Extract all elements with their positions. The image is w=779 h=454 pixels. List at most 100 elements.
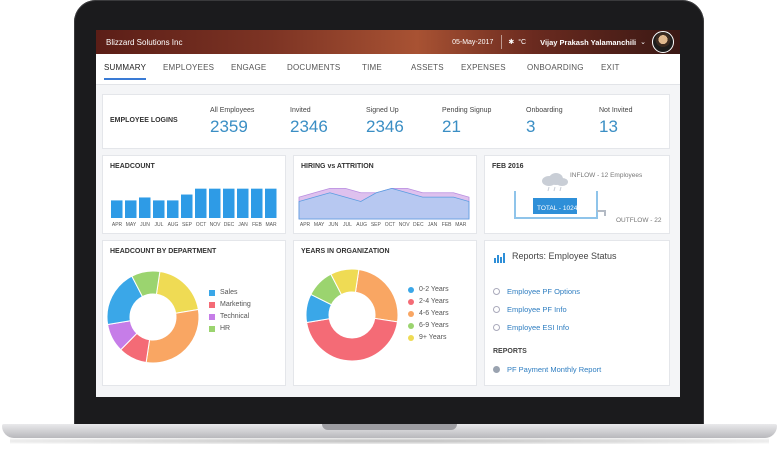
swatch bbox=[408, 298, 414, 305]
legend-6-9: 6-9 Years bbox=[408, 322, 449, 329]
avatar[interactable] bbox=[652, 31, 674, 53]
headcount-by-dept-card: HEADCOUNT BY DEPARTMENT Sales Marketing … bbox=[102, 240, 286, 386]
stat-label: Invited bbox=[290, 107, 311, 114]
laptop-shadow bbox=[10, 438, 769, 444]
tick-label: MAY bbox=[314, 222, 325, 228]
slice-9-years[interactable] bbox=[330, 268, 360, 296]
swatch bbox=[209, 313, 215, 320]
legend-label: HR bbox=[220, 325, 231, 332]
main-nav: SUMMARY EMPLOYEES ENGAGE DOCUMENTS TIME ASSET… bbox=[96, 54, 680, 85]
divider bbox=[501, 35, 503, 49]
reports-section-title: REPORTS bbox=[493, 348, 527, 355]
inflow-label: INFLOW - 12 Employees bbox=[570, 172, 643, 179]
stat-pending-signup[interactable]: Pending Signup 21 bbox=[442, 107, 491, 137]
stat-signed-up[interactable]: Signed Up 2346 bbox=[366, 107, 404, 137]
slice-sales[interactable] bbox=[155, 270, 199, 314]
tab-assets[interactable]: ASSETS bbox=[411, 63, 444, 72]
snowflake-icon: ✱ bbox=[508, 39, 515, 46]
stat-invited[interactable]: Invited 2346 bbox=[290, 107, 328, 137]
reports-title: Reports: Employee Status bbox=[512, 251, 617, 261]
bar-apr[interactable] bbox=[111, 200, 123, 218]
dept-donut-chart bbox=[106, 270, 200, 364]
feb-title: FEB 2016 bbox=[492, 163, 524, 170]
tab-documents[interactable]: DOCUMENTS bbox=[287, 63, 341, 72]
link-label: Employee ESI Info bbox=[507, 323, 570, 332]
chevron-down-icon[interactable]: ⌄ bbox=[640, 39, 646, 46]
stat-value: 21 bbox=[442, 117, 461, 136]
swatch bbox=[209, 289, 215, 296]
report-link-esi-info[interactable]: Employee ESI Info bbox=[493, 323, 569, 332]
report-link-pf-options[interactable]: Employee PF Options bbox=[493, 287, 580, 296]
tank-outline bbox=[514, 191, 598, 219]
report-link-pf-info[interactable]: Employee PF Info bbox=[493, 305, 567, 314]
link-label: Employee PF Info bbox=[507, 305, 567, 314]
bar-jul[interactable] bbox=[153, 200, 165, 218]
legend-2-4: 2-4 Years bbox=[408, 298, 449, 305]
tick-label: JUN bbox=[140, 222, 150, 228]
tick-label: MAR bbox=[455, 222, 467, 228]
tab-engage[interactable]: ENGAGE bbox=[231, 63, 267, 72]
current-date: 05-May-2017 bbox=[452, 38, 494, 46]
legend-label: Sales bbox=[220, 289, 238, 296]
legend-label: Technical bbox=[220, 313, 250, 320]
stat-label: Pending Signup bbox=[442, 107, 492, 114]
slice-0-2-years[interactable] bbox=[354, 268, 399, 323]
bullet-icon bbox=[493, 366, 500, 373]
tick-label: SEP bbox=[371, 222, 382, 228]
tick-label: JUL bbox=[343, 222, 352, 228]
tick-label: AUG bbox=[168, 222, 179, 228]
legend-technical: Technical bbox=[209, 313, 249, 320]
weather-widget: ✱ °C bbox=[508, 38, 526, 47]
bar-dec[interactable] bbox=[223, 188, 235, 218]
tick-label: FEB bbox=[442, 222, 452, 228]
tick-label: FEB bbox=[252, 222, 262, 228]
link-label: PF Payment Monthly Report bbox=[507, 365, 602, 374]
faucet-icon bbox=[597, 210, 606, 216]
bar-may[interactable] bbox=[125, 200, 137, 218]
tab-onboarding[interactable]: ONBOARDING bbox=[527, 63, 584, 72]
bar-jan[interactable] bbox=[237, 188, 249, 218]
swatch bbox=[408, 286, 414, 293]
tick-label: AUG bbox=[356, 222, 367, 228]
tick-label: DEC bbox=[224, 222, 235, 228]
bar-mar[interactable] bbox=[265, 188, 277, 218]
slice-other-b[interactable] bbox=[131, 270, 161, 298]
stat-onboarding[interactable]: Onboarding 3 bbox=[526, 107, 563, 137]
bar-chart-icon bbox=[494, 253, 505, 263]
years-in-org-card: YEARS IN ORGANIZATION 0-2 Years 2-4 Year… bbox=[293, 240, 477, 386]
flow-diagram bbox=[514, 173, 606, 219]
tab-employees[interactable]: EMPLOYEES bbox=[163, 63, 215, 72]
laptop-notch bbox=[322, 424, 457, 430]
link-label: Employee PF Options bbox=[507, 287, 580, 296]
app-screen: Blizzard Solutions Inc 05-May-2017 ✱ °C … bbox=[96, 30, 680, 397]
employee-logins-card: EMPLOYEE LOGINS All Employees 2359 Invit… bbox=[102, 94, 670, 149]
tab-time[interactable]: TIME bbox=[362, 63, 382, 72]
bar-oct[interactable] bbox=[195, 188, 207, 218]
user-name[interactable]: Vijay Prakash Yalamanchili bbox=[540, 37, 637, 47]
bar-feb[interactable] bbox=[251, 188, 263, 218]
bar-aug[interactable] bbox=[167, 200, 179, 218]
reports-card: Reports: Employee Status Employee PF Opt… bbox=[484, 240, 670, 386]
legend-0-2: 0-2 Years bbox=[408, 286, 449, 293]
legend-label: 0-2 Years bbox=[419, 286, 449, 293]
headcount-chart: APR MAY JUN JUL AUG SEP OCT NOV DEC JAN FEB MAR bbox=[111, 188, 277, 228]
bar-jun[interactable] bbox=[139, 197, 151, 218]
stat-not-invited[interactable]: Not Invited 13 bbox=[599, 107, 632, 137]
stat-all-employees[interactable]: All Employees 2359 bbox=[210, 107, 254, 137]
slice-marketing[interactable] bbox=[145, 308, 200, 364]
bar-nov[interactable] bbox=[209, 188, 221, 218]
stat-value: 13 bbox=[599, 117, 618, 136]
tab-exit[interactable]: EXIT bbox=[601, 63, 620, 72]
tab-expenses[interactable]: EXPENSES bbox=[461, 63, 506, 72]
tick-label: SEP bbox=[182, 222, 193, 228]
legend-marketing: Marketing bbox=[209, 301, 251, 308]
stat-label: Signed Up bbox=[366, 107, 399, 114]
report-link-pf-payment[interactable]: PF Payment Monthly Report bbox=[493, 365, 601, 374]
swatch bbox=[209, 325, 215, 332]
years-donut-chart bbox=[305, 268, 399, 362]
tab-summary[interactable]: SUMMARY bbox=[104, 63, 147, 80]
cloud-icon bbox=[542, 173, 568, 192]
stat-value: 3 bbox=[526, 117, 536, 136]
slice-2-4-years[interactable] bbox=[306, 317, 399, 362]
bar-sep[interactable] bbox=[181, 194, 193, 218]
